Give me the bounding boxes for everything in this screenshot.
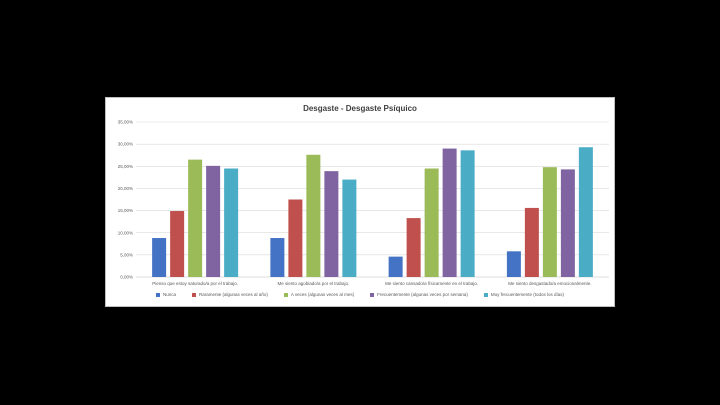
legend-item: Frecuentemente (algunas veces por semana…	[370, 292, 468, 297]
legend-item: Raramente (algunas veces al año)	[192, 292, 268, 297]
y-tick-label: 30,00%	[118, 142, 133, 147]
bar-4-4	[560, 169, 575, 277]
bar-2-3	[406, 218, 421, 277]
x-category-label: Me siento agobiado/a por el trabajo.	[277, 281, 349, 286]
bar-1-4	[506, 251, 521, 277]
bar-2-1	[170, 211, 185, 277]
chart-panel: Desgaste - Desgaste Psíquico 0,00% 5,00% 1…	[105, 97, 615, 307]
chart-legend: Nunca Raramente (algunas veces al año) A v…	[106, 292, 614, 297]
y-tick-label: 0,00%	[120, 275, 133, 280]
legend-label: Nunca	[163, 292, 177, 297]
legend-swatch	[483, 292, 488, 297]
y-tick-label: 25,00%	[118, 164, 133, 169]
y-tick-label: 15,00%	[118, 208, 133, 213]
legend-item: A veces (algunas veces al mes)	[283, 292, 355, 297]
bar-1-1	[152, 238, 167, 277]
bar-5-3	[460, 150, 475, 277]
bar-5-4	[578, 147, 593, 277]
legend-label: Raramente (algunas veces al año)	[199, 292, 268, 297]
y-tick-label: 35,00%	[118, 120, 133, 125]
x-category-label: Me siento cansado/a físicamente en el tr…	[385, 281, 478, 286]
bar-chart: 0,00% 5,00% 10,00% 15,00% 20,00% 25,00% 30,00%…	[118, 120, 609, 286]
bar-4-3	[442, 148, 457, 277]
bar-4-2	[324, 171, 339, 277]
legend-label: Frecuentemente (algunas veces por semana…	[377, 292, 468, 297]
bar-5-2	[342, 179, 357, 277]
chart-title: Desgaste - Desgaste Psíquico	[303, 104, 417, 113]
legend-swatch	[192, 292, 197, 297]
bar-4-1	[206, 165, 221, 277]
legend-label: Muy frecuentemente (todos los días)	[490, 292, 564, 297]
y-tick-label: 20,00%	[118, 186, 133, 191]
legend-item: Muy frecuentemente (todos los días)	[483, 292, 564, 297]
legend-label: A veces (algunas veces al mes)	[290, 292, 355, 297]
x-category-label: Pienso que estoy saturado/a por el traba…	[152, 281, 238, 286]
bar-5-1	[224, 168, 239, 277]
legend-swatch	[283, 292, 288, 297]
bar-1-3	[388, 256, 403, 277]
y-tick-label: 10,00%	[118, 230, 133, 235]
legend-item: Nunca	[156, 292, 176, 297]
legend-swatch	[156, 292, 161, 297]
bar-2-2	[288, 199, 303, 277]
bar-3-1	[188, 159, 203, 277]
bar-3-3	[424, 168, 439, 277]
x-category-label: Me siento desgastado/a emocionalmente.	[508, 281, 591, 286]
y-tick-label: 5,00%	[120, 252, 133, 257]
bar-1-2	[270, 238, 285, 277]
bar-2-4	[524, 207, 539, 277]
legend-swatch	[370, 292, 375, 297]
bar-3-2	[306, 154, 321, 277]
bar-3-4	[542, 167, 557, 277]
